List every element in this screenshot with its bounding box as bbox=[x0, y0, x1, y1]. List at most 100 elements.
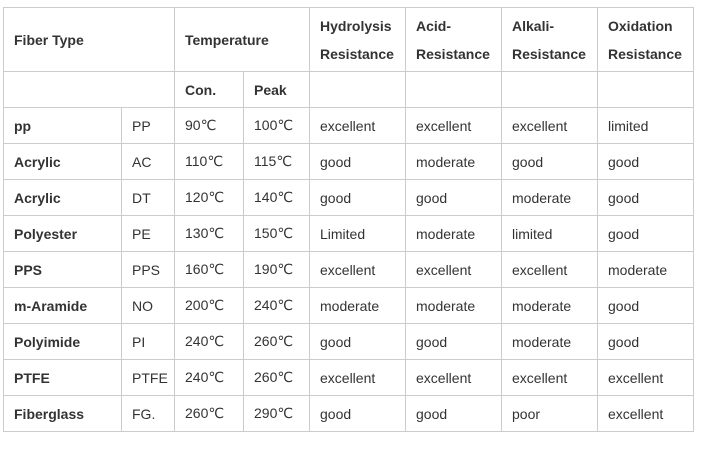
cell-fiber-name: pp bbox=[3, 107, 122, 144]
table-row: Polyimide PI 240℃ 260℃ good good moderat… bbox=[3, 323, 694, 360]
table-row: Acrylic AC 110℃ 115℃ good moderate good … bbox=[3, 143, 694, 180]
header-acid-line1: Acid- bbox=[416, 17, 451, 34]
cell-hydrolysis: good bbox=[309, 395, 406, 432]
subheader-empty-oxidation bbox=[597, 71, 694, 108]
cell-peak-temp: 190℃ bbox=[243, 251, 310, 288]
cell-fiber-name: m-Aramide bbox=[3, 287, 122, 324]
cell-fiber-abbr: PTFE bbox=[121, 359, 175, 396]
header-acid-resistance: Acid- Resistance bbox=[405, 7, 502, 72]
cell-acid: excellent bbox=[405, 359, 502, 396]
cell-con-temp: 260℃ bbox=[174, 395, 244, 432]
cell-alkali: excellent bbox=[501, 251, 598, 288]
cell-acid: good bbox=[405, 395, 502, 432]
cell-hydrolysis: good bbox=[309, 143, 406, 180]
cell-oxidation: excellent bbox=[597, 395, 694, 432]
cell-oxidation: good bbox=[597, 179, 694, 216]
header-peak: Peak bbox=[243, 71, 310, 108]
cell-oxidation: good bbox=[597, 287, 694, 324]
cell-fiber-name: Fiberglass bbox=[3, 395, 122, 432]
subheader-empty-hydrolysis bbox=[309, 71, 406, 108]
cell-con-temp: 90℃ bbox=[174, 107, 244, 144]
header-fiber-type: Fiber Type bbox=[3, 7, 175, 72]
cell-alkali: moderate bbox=[501, 179, 598, 216]
cell-oxidation: good bbox=[597, 215, 694, 252]
cell-peak-temp: 100℃ bbox=[243, 107, 310, 144]
cell-acid: excellent bbox=[405, 107, 502, 144]
cell-alkali: poor bbox=[501, 395, 598, 432]
table-row: Fiberglass FG. 260℃ 290℃ good good poor … bbox=[3, 395, 694, 432]
cell-fiber-name: PTFE bbox=[3, 359, 122, 396]
cell-fiber-abbr: FG. bbox=[121, 395, 175, 432]
cell-fiber-abbr: PE bbox=[121, 215, 175, 252]
cell-fiber-abbr: NO bbox=[121, 287, 175, 324]
subheader-empty-fiber bbox=[3, 71, 175, 108]
subheader-row: Con. Peak bbox=[3, 71, 694, 108]
cell-alkali: moderate bbox=[501, 323, 598, 360]
cell-fiber-name: Acrylic bbox=[3, 143, 122, 180]
cell-con-temp: 240℃ bbox=[174, 359, 244, 396]
header-alkali-line1: Alkali- bbox=[512, 17, 555, 34]
cell-alkali: moderate bbox=[501, 287, 598, 324]
cell-acid: good bbox=[405, 323, 502, 360]
header-alkali-line2: Resistance bbox=[512, 45, 586, 62]
cell-peak-temp: 140℃ bbox=[243, 179, 310, 216]
cell-con-temp: 130℃ bbox=[174, 215, 244, 252]
cell-peak-temp: 150℃ bbox=[243, 215, 310, 252]
cell-acid: moderate bbox=[405, 287, 502, 324]
cell-hydrolysis: excellent bbox=[309, 107, 406, 144]
cell-hydrolysis: Limited bbox=[309, 215, 406, 252]
cell-acid: moderate bbox=[405, 215, 502, 252]
cell-oxidation: good bbox=[597, 323, 694, 360]
header-con: Con. bbox=[174, 71, 244, 108]
cell-oxidation: limited bbox=[597, 107, 694, 144]
cell-oxidation: moderate bbox=[597, 251, 694, 288]
table-row: m-Aramide NO 200℃ 240℃ moderate moderate… bbox=[3, 287, 694, 324]
cell-alkali: excellent bbox=[501, 107, 598, 144]
cell-oxidation: excellent bbox=[597, 359, 694, 396]
cell-hydrolysis: good bbox=[309, 179, 406, 216]
header-oxidation-line2: Resistance bbox=[608, 45, 682, 62]
header-temperature: Temperature bbox=[174, 7, 310, 72]
cell-peak-temp: 260℃ bbox=[243, 323, 310, 360]
table-row: PPS PPS 160℃ 190℃ excellent excellent ex… bbox=[3, 251, 694, 288]
cell-alkali: limited bbox=[501, 215, 598, 252]
header-acid-line2: Resistance bbox=[416, 45, 490, 62]
cell-alkali: excellent bbox=[501, 359, 598, 396]
header-row: Fiber Type Temperature Hydrolysis Resist… bbox=[3, 7, 694, 72]
cell-fiber-abbr: PP bbox=[121, 107, 175, 144]
cell-hydrolysis: moderate bbox=[309, 287, 406, 324]
header-oxidation-resistance: Oxidation Resistance bbox=[597, 7, 694, 72]
cell-con-temp: 110℃ bbox=[174, 143, 244, 180]
cell-con-temp: 200℃ bbox=[174, 287, 244, 324]
cell-peak-temp: 290℃ bbox=[243, 395, 310, 432]
cell-fiber-name: Polyester bbox=[3, 215, 122, 252]
header-hydrolysis-resistance: Hydrolysis Resistance bbox=[309, 7, 406, 72]
header-hydrolysis-line2: Resistance bbox=[320, 45, 394, 62]
table-row: PTFE PTFE 240℃ 260℃ excellent excellent … bbox=[3, 359, 694, 396]
cell-fiber-name: PPS bbox=[3, 251, 122, 288]
cell-alkali: good bbox=[501, 143, 598, 180]
cell-fiber-name: Polyimide bbox=[3, 323, 122, 360]
subheader-empty-alkali bbox=[501, 71, 598, 108]
subheader-empty-acid bbox=[405, 71, 502, 108]
cell-fiber-name: Acrylic bbox=[3, 179, 122, 216]
cell-con-temp: 160℃ bbox=[174, 251, 244, 288]
cell-con-temp: 240℃ bbox=[174, 323, 244, 360]
cell-peak-temp: 260℃ bbox=[243, 359, 310, 396]
table-row: Acrylic DT 120℃ 140℃ good good moderate … bbox=[3, 179, 694, 216]
cell-peak-temp: 115℃ bbox=[243, 143, 310, 180]
cell-fiber-abbr: AC bbox=[121, 143, 175, 180]
table-row: Polyester PE 130℃ 150℃ Limited moderate … bbox=[3, 215, 694, 252]
cell-acid: excellent bbox=[405, 251, 502, 288]
cell-con-temp: 120℃ bbox=[174, 179, 244, 216]
cell-hydrolysis: excellent bbox=[309, 359, 406, 396]
cell-acid: good bbox=[405, 179, 502, 216]
cell-peak-temp: 240℃ bbox=[243, 287, 310, 324]
cell-fiber-abbr: DT bbox=[121, 179, 175, 216]
fiber-properties-table: Fiber Type Temperature Hydrolysis Resist… bbox=[3, 7, 694, 432]
cell-oxidation: good bbox=[597, 143, 694, 180]
cell-fiber-abbr: PI bbox=[121, 323, 175, 360]
cell-fiber-abbr: PPS bbox=[121, 251, 175, 288]
header-hydrolysis-line1: Hydrolysis bbox=[320, 17, 392, 34]
cell-hydrolysis: good bbox=[309, 323, 406, 360]
